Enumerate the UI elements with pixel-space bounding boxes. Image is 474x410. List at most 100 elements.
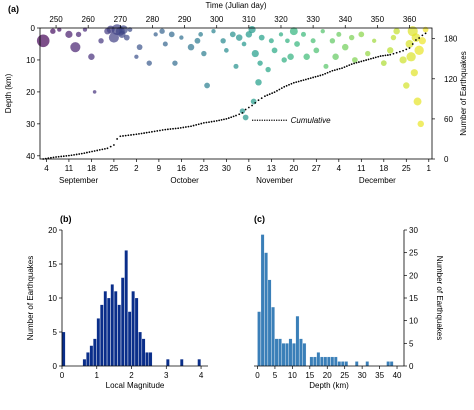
bottom-tick-label: 18	[379, 164, 388, 173]
earthquake-point	[352, 57, 358, 63]
earthquake-point	[229, 31, 236, 38]
earthquake-point	[159, 28, 165, 34]
histogram-bar	[93, 338, 97, 367]
cumulative-point	[292, 81, 295, 84]
histogram-bar	[271, 306, 275, 367]
x-tick-label: 20	[323, 371, 332, 380]
earthquake-point	[410, 69, 418, 77]
cumulative-point	[145, 131, 148, 134]
cumulative-point	[91, 150, 93, 153]
earthquake-point	[201, 50, 207, 57]
cumulative-point	[200, 122, 203, 125]
y-tick-label: 0	[409, 362, 414, 371]
earthquake-point	[119, 25, 128, 34]
cumulative-point	[345, 65, 348, 67]
cumulative-point	[78, 153, 81, 155]
earthquake-point	[241, 41, 247, 47]
histogram-bar	[288, 338, 293, 367]
histogram-bar	[61, 331, 66, 367]
y-axis-label-a: Depth (km)	[4, 73, 13, 113]
earthquake-point	[372, 38, 377, 43]
histogram-bar	[386, 361, 390, 367]
bottom-tick-label: 25	[402, 164, 411, 173]
earthquake-point	[348, 34, 355, 41]
earthquake-point	[82, 27, 88, 32]
earthquake-point	[285, 38, 290, 44]
earthquake-point	[242, 114, 249, 121]
histogram-bar	[107, 297, 111, 367]
x-tick-label: 30	[358, 371, 367, 380]
earthquake-point	[313, 47, 320, 54]
cumulative-point	[208, 121, 210, 124]
cumulative-point	[179, 126, 182, 129]
histogram-bar	[117, 304, 121, 367]
cumulative-point	[60, 155, 63, 158]
x-tick-label: 4	[199, 371, 204, 380]
cumulative-point	[202, 122, 205, 124]
histogram-bar	[299, 338, 303, 367]
x-tick-label: 3	[164, 371, 169, 380]
month-label: September	[59, 176, 98, 185]
left-tick-label: 0	[31, 24, 36, 33]
earthquake-point	[342, 43, 349, 51]
cumulative-point	[377, 55, 380, 58]
cumulative-point	[101, 148, 104, 151]
cumulative-point	[300, 79, 302, 82]
bottom-tick-label: 9	[157, 164, 162, 173]
panel-label-b: (b)	[60, 214, 72, 224]
cumulative-point	[187, 125, 190, 128]
cumulative-point	[424, 32, 427, 35]
histogram-bar	[327, 356, 331, 367]
cumulative-point	[55, 156, 57, 158]
earthquake-point	[57, 27, 62, 32]
cumulative-point	[358, 61, 360, 63]
cumulative-point	[205, 121, 208, 124]
cumulative-point	[271, 92, 274, 95]
cumulative-point	[57, 155, 60, 158]
histogram-bar	[100, 304, 104, 367]
cumulative-point	[360, 60, 363, 63]
cumulative-annotation: Cumulative	[291, 116, 332, 125]
top-tick-label: 350	[371, 15, 385, 24]
earthquake-point	[36, 34, 50, 48]
histogram-bar	[337, 361, 342, 367]
earthquake-point	[50, 28, 56, 34]
cumulative-point	[80, 152, 83, 155]
month-label: October	[170, 176, 199, 185]
earthquake-point	[336, 31, 342, 37]
cumulative-point	[50, 156, 52, 159]
cumulative-point	[182, 126, 185, 129]
cumulative-point	[195, 124, 198, 126]
y-tick-label: 30	[409, 226, 418, 235]
top-tick-label: 250	[49, 15, 63, 24]
earthquake-point	[414, 45, 424, 56]
cumulative-point	[386, 54, 389, 56]
bottom-tick-label: 4	[44, 164, 49, 173]
cumulative-point	[307, 77, 310, 80]
panel-label-c: (c)	[254, 214, 265, 224]
bottom-tick-label: 11	[357, 164, 366, 173]
cumulative-point	[295, 81, 298, 84]
y-axis-label: Number of Earthquakes	[26, 256, 35, 341]
cumulative-point	[225, 117, 228, 120]
top-tick-label: 260	[82, 15, 96, 24]
histogram-bar	[295, 316, 300, 367]
bottom-tick-label: 1	[427, 164, 432, 173]
cumulative-point	[104, 147, 106, 150]
cumulative-point	[130, 134, 132, 136]
histogram-bar	[389, 361, 394, 367]
earthquake-point	[303, 53, 310, 60]
y-tick-label: 10	[409, 317, 418, 326]
earthquake-point	[204, 82, 210, 89]
histogram-bar	[292, 343, 296, 367]
cumulative-point	[288, 83, 290, 86]
earthquake-point	[194, 37, 201, 44]
earthquake-point	[162, 41, 168, 47]
bottom-tick-label: 4	[337, 164, 342, 173]
earthquake-point	[168, 31, 175, 38]
cumulative-point	[174, 127, 177, 130]
histogram-bar	[197, 359, 201, 367]
bottom-tick-label: 13	[267, 164, 276, 173]
cumulative-point	[365, 59, 368, 61]
